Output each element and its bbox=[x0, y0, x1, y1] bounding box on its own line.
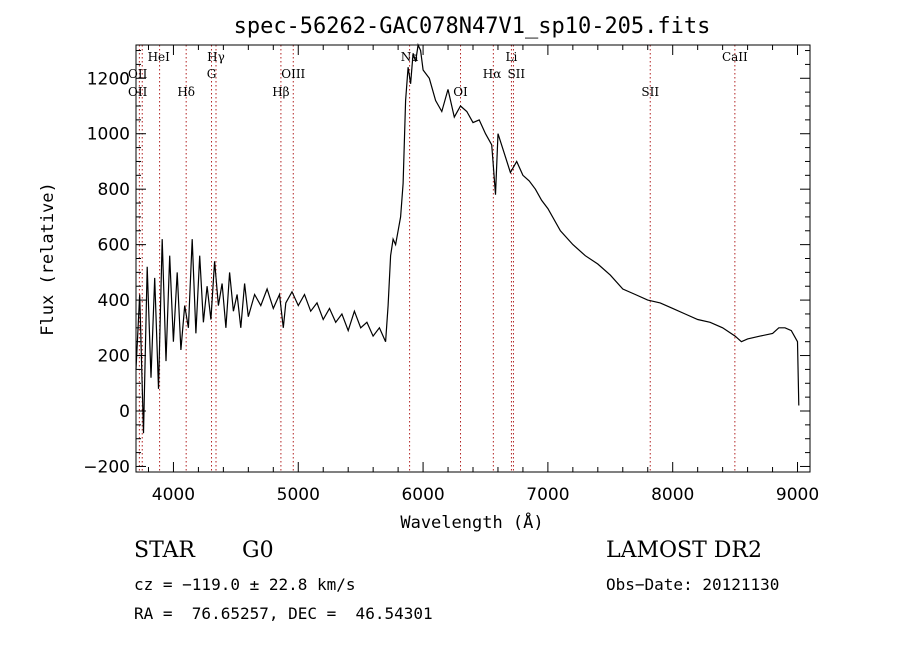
line-label-1: OII bbox=[128, 85, 148, 99]
y-tick-label: 1200 bbox=[87, 69, 130, 89]
y-axis-label: Flux (relative) bbox=[38, 182, 58, 336]
object-subclass: G0 bbox=[242, 538, 274, 563]
x-tick-label: 7000 bbox=[526, 485, 569, 505]
x-axis: 4000 5000 6000 7000 8000 9000 bbox=[147, 45, 819, 505]
object-class: STAR bbox=[134, 538, 195, 563]
observation-date: Obs−Date: 20121130 bbox=[606, 575, 780, 594]
y-tick-label: 1000 bbox=[87, 125, 130, 145]
line-label-5: Hγ bbox=[207, 50, 225, 64]
line-label-12: SII bbox=[507, 67, 525, 81]
line-label-10: Hα bbox=[483, 67, 502, 81]
line-label-3: Hδ bbox=[177, 85, 195, 99]
line-label-0: OII bbox=[128, 67, 148, 81]
chart-title: spec-56262-GAC078N47V1_sp10-205.fits bbox=[234, 14, 711, 39]
y-tick-label: 0 bbox=[119, 402, 130, 422]
x-tick-label: 4000 bbox=[152, 485, 195, 505]
plot-frame bbox=[135, 44, 811, 473]
line-label-9: OI bbox=[453, 85, 468, 99]
x-tick-label: 5000 bbox=[277, 485, 320, 505]
y-tick-label: −200 bbox=[83, 457, 130, 477]
line-label-4: G bbox=[207, 67, 217, 81]
x-tick-label: 6000 bbox=[401, 485, 444, 505]
redshift-cz: cz = −119.0 ± 22.8 km/s bbox=[134, 575, 356, 594]
coordinates: RA = 76.65257, DEC = 46.54301 bbox=[134, 604, 433, 623]
line-label-2: HeI bbox=[148, 50, 171, 64]
spectral-line-markers bbox=[138, 45, 736, 472]
line-label-7: OIII bbox=[281, 67, 305, 81]
x-tick-label: 9000 bbox=[776, 485, 819, 505]
line-label-8: Na bbox=[401, 50, 419, 64]
line-label-14: CaII bbox=[722, 50, 748, 64]
x-tick-label: 8000 bbox=[651, 485, 694, 505]
x-axis-label: Wavelength (Å) bbox=[400, 511, 543, 533]
y-tick-label: 400 bbox=[98, 291, 130, 311]
line-label-13: SII bbox=[641, 85, 659, 99]
line-label-6: Hβ bbox=[272, 85, 289, 99]
survey-name: LAMOST DR2 bbox=[606, 538, 762, 563]
y-tick-label: 800 bbox=[98, 180, 130, 200]
y-tick-label: 200 bbox=[98, 347, 130, 367]
spectrum-line bbox=[135, 42, 800, 434]
line-label-11: Li bbox=[506, 50, 518, 64]
y-tick-label: 600 bbox=[98, 236, 130, 256]
y-axis: −200 0 200 400 600 800 1000 1200 bbox=[83, 50, 810, 477]
